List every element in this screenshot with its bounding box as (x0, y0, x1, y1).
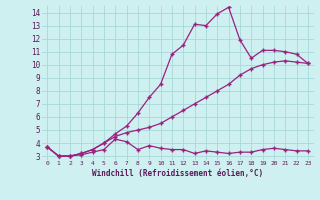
X-axis label: Windchill (Refroidissement éolien,°C): Windchill (Refroidissement éolien,°C) (92, 169, 263, 178)
